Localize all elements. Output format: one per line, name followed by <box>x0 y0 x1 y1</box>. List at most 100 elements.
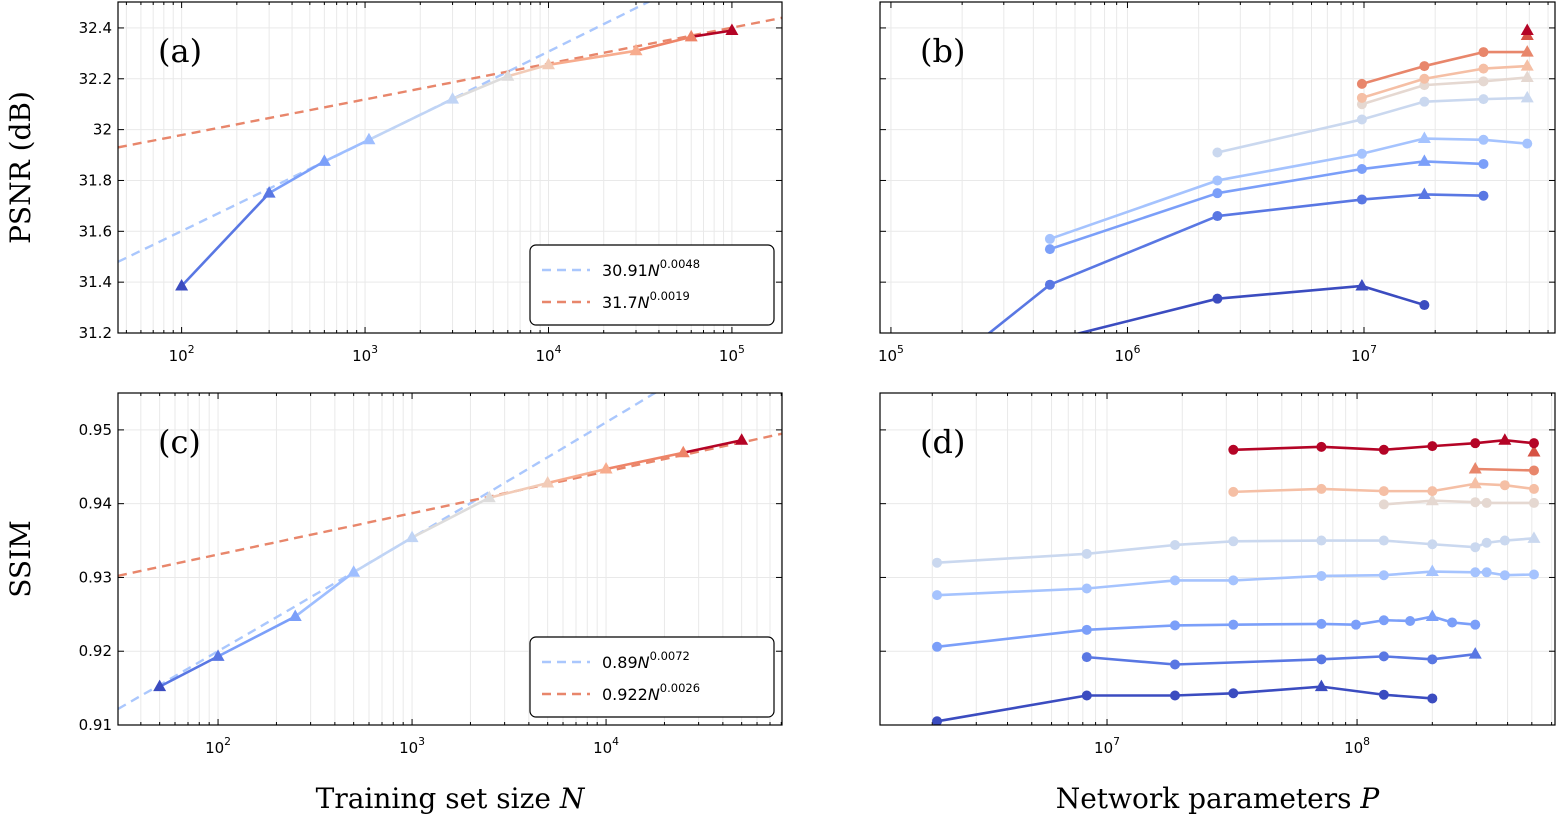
fit-line <box>118 16 782 149</box>
circle-marker <box>1470 497 1481 508</box>
legend-label: 30.91N0.0048 <box>602 257 700 280</box>
circle-marker <box>1212 147 1223 158</box>
series-line-segment <box>605 451 684 471</box>
circle-marker <box>1528 438 1539 449</box>
triangle-marker <box>362 132 376 145</box>
series-line-segment <box>1321 573 1384 578</box>
x-tick-label: 107 <box>1351 343 1377 365</box>
y-tick-label: 31.6 <box>79 222 112 240</box>
series-line-segment <box>1432 441 1476 448</box>
x-tick-label: 105 <box>878 343 904 365</box>
triangle-marker <box>1468 476 1482 489</box>
series-n10 <box>1228 433 1539 455</box>
circle-marker <box>1228 444 1239 455</box>
x-tick-label: 102 <box>205 735 231 757</box>
series-line-segment <box>1432 542 1476 549</box>
triangle-marker <box>211 649 225 661</box>
y-tick-label: 0.91 <box>79 716 112 734</box>
triangle-marker <box>1520 59 1534 71</box>
series-line-segment <box>1383 499 1433 506</box>
series-line-segment <box>507 63 549 78</box>
circle-marker <box>932 716 943 725</box>
circle-marker <box>1045 336 1055 346</box>
circle-marker <box>1228 688 1239 699</box>
circle-marker <box>1378 486 1389 497</box>
series-line-segment <box>1361 100 1425 121</box>
x-tick-label: 108 <box>1344 735 1370 757</box>
circle-marker <box>1478 76 1489 87</box>
series-line-segment <box>1217 118 1363 154</box>
circle-marker <box>1316 483 1327 494</box>
series-line-segment <box>1049 191 1218 251</box>
triangle-marker <box>482 490 496 503</box>
y-tick-label: 32.4 <box>79 19 112 37</box>
circle-marker <box>1427 486 1438 497</box>
series-line-segment <box>1174 623 1234 627</box>
triangle-marker <box>1355 278 1369 291</box>
circle-marker <box>1316 654 1327 665</box>
panel-c: 102 103 104 0.91 0.92 0.93 0.94 0.95 (c) 0.89N0.0… <box>4 392 783 815</box>
axes-frame <box>117 1 783 334</box>
series-n5 <box>1212 90 1534 158</box>
circle-marker <box>1378 535 1389 546</box>
series-n5 <box>932 531 1541 568</box>
circle-marker <box>1316 618 1327 629</box>
series-line-segment <box>691 29 733 39</box>
series-n3 <box>932 609 1481 652</box>
x-tick-label: 107 <box>1094 735 1120 757</box>
series-line-segment <box>548 49 637 67</box>
series-line-segment <box>1424 50 1484 68</box>
series-line-segment <box>1432 482 1476 493</box>
series-n9 <box>1527 445 1541 457</box>
series-line-segment <box>1361 160 1425 171</box>
x-tick-label: 103 <box>399 735 425 757</box>
series-n8 <box>1468 461 1539 476</box>
triangle-marker <box>1425 564 1439 577</box>
series-line-segment <box>1483 96 1528 101</box>
triangle-marker <box>599 461 613 474</box>
circle-marker <box>1478 134 1489 145</box>
y-tick-label: 31.8 <box>79 171 112 189</box>
series-line-segment <box>1086 655 1176 666</box>
series-line-segment <box>987 283 1051 333</box>
triangle-marker <box>1417 187 1431 199</box>
series-line-segment <box>1483 138 1528 145</box>
series-n1 <box>932 679 1438 725</box>
series-line-segment <box>1049 214 1218 286</box>
circle-marker <box>1481 567 1492 578</box>
plot-area <box>118 2 782 291</box>
legend: 0.89N0.0072 0.922N0.0026 <box>529 636 775 718</box>
series-line-segment <box>1383 655 1433 661</box>
series-line-segment <box>1432 652 1476 661</box>
triangle-marker <box>1314 679 1328 692</box>
circle-marker <box>1081 583 1092 594</box>
circle-marker <box>1212 293 1223 304</box>
series-line-segment <box>1217 284 1363 300</box>
circle-marker <box>1427 539 1438 550</box>
legend-box <box>529 244 775 326</box>
series-line-segment <box>1432 499 1476 504</box>
circle-marker <box>1499 535 1510 546</box>
circle-marker <box>1081 690 1092 701</box>
circle-marker <box>1427 441 1438 452</box>
circle-marker <box>1378 689 1389 700</box>
panel-a: 102 103 104 105 31.2 31.4 31.6 31.8 32 32.2 32.4 (a… <box>4 1 783 365</box>
triangle-marker <box>676 445 690 458</box>
x-axis-label: Network parameters P <box>1056 782 1381 815</box>
series-line-segment <box>1424 193 1484 198</box>
circle-marker <box>1378 570 1389 581</box>
series-line-segment <box>936 628 1087 649</box>
circle-marker <box>1081 652 1092 663</box>
legend-label: 0.89N0.0072 <box>602 649 690 672</box>
series-best-model-per-n <box>153 433 749 692</box>
circle-marker <box>1356 92 1367 103</box>
grid <box>879 2 1555 334</box>
plot-area <box>118 393 782 711</box>
y-tick-label: 0.92 <box>79 642 112 660</box>
circle-marker <box>1478 94 1489 105</box>
circle-marker <box>1212 211 1223 222</box>
axes-frame <box>879 1 1556 334</box>
series-line-segment <box>368 97 454 141</box>
series-line-segment <box>1432 570 1476 574</box>
triangle-marker <box>1417 154 1431 166</box>
